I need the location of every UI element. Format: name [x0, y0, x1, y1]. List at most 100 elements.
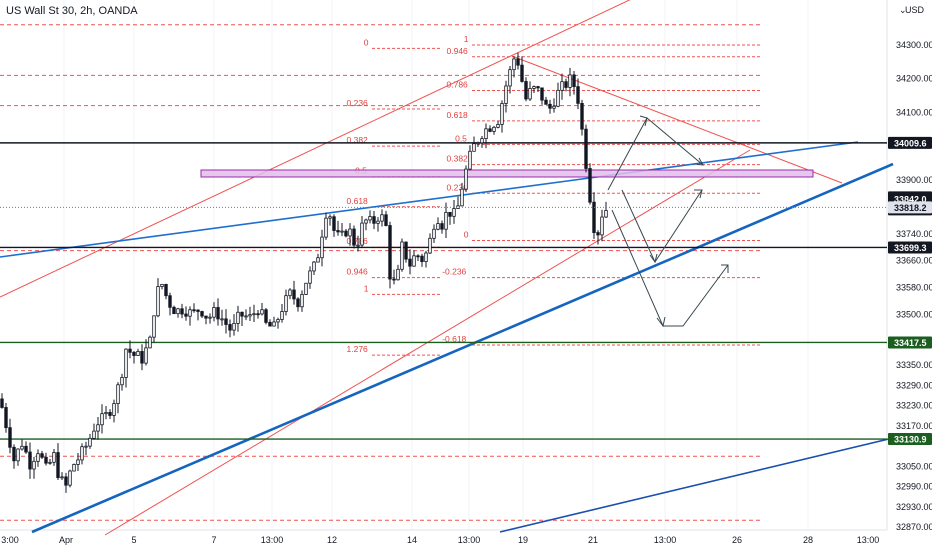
candlestick[interactable]	[204, 315, 208, 325]
trendline-main-blue[interactable]	[31, 162, 894, 534]
candlestick[interactable]	[144, 339, 148, 366]
candlestick[interactable]	[44, 452, 48, 466]
candlestick[interactable]	[60, 472, 64, 481]
candlestick[interactable]	[16, 448, 20, 466]
supply-zone-rectangle[interactable]	[200, 169, 814, 178]
candlestick[interactable]	[312, 261, 316, 276]
candlestick[interactable]	[224, 309, 228, 334]
candlestick[interactable]	[412, 250, 416, 267]
candlestick[interactable]	[552, 98, 556, 113]
candlestick[interactable]	[180, 303, 184, 319]
candlestick[interactable]	[472, 136, 476, 152]
candlestick[interactable]	[436, 217, 440, 231]
candlestick[interactable]	[556, 82, 560, 108]
price-tag[interactable]: 33818.2	[888, 201, 932, 214]
candlestick[interactable]	[56, 443, 60, 481]
candlestick[interactable]	[596, 230, 600, 245]
candlestick[interactable]	[104, 405, 108, 420]
candlestick[interactable]	[236, 305, 240, 332]
candlestick[interactable]	[148, 335, 152, 349]
candlestick[interactable]	[256, 309, 260, 319]
candlestick[interactable]	[440, 220, 444, 234]
candlestick[interactable]	[576, 78, 580, 110]
candlestick[interactable]	[404, 241, 408, 263]
candlestick[interactable]	[344, 228, 348, 238]
price-axis-panel[interactable]	[887, 0, 932, 550]
candlestick[interactable]	[32, 456, 36, 479]
candlestick[interactable]	[536, 85, 540, 92]
channel-resistance-line[interactable]	[511, 55, 843, 184]
arrow-path-down-deep[interactable]	[611, 209, 729, 327]
candlestick[interactable]	[108, 409, 112, 420]
candlestick[interactable]	[4, 402, 8, 433]
candlestick[interactable]	[324, 212, 328, 240]
trendline-lower-blue[interactable]	[499, 437, 894, 533]
blue-trendlines[interactable]	[0, 141, 894, 534]
candlestick[interactable]	[484, 123, 488, 149]
candlestick[interactable]	[84, 441, 88, 456]
candlestick[interactable]	[208, 313, 212, 324]
candlestick[interactable]	[164, 283, 168, 300]
price-tag[interactable]: 34009.6	[888, 136, 932, 149]
candlestick[interactable]	[52, 448, 56, 466]
candlestick[interactable]	[572, 71, 576, 95]
candlestick[interactable]	[300, 290, 304, 312]
candlestick[interactable]	[40, 450, 44, 459]
candlestick[interactable]	[184, 306, 188, 321]
candlestick[interactable]	[492, 125, 496, 135]
candlestick[interactable]	[244, 309, 248, 321]
candlestick[interactable]	[12, 444, 16, 469]
candlestick[interactable]	[268, 319, 272, 327]
candlestick[interactable]	[464, 165, 468, 193]
candlestick[interactable]	[348, 223, 352, 246]
candlestick[interactable]	[580, 99, 584, 136]
candlestick[interactable]	[192, 303, 196, 313]
candlestick[interactable]	[360, 215, 364, 248]
candlestick[interactable]	[96, 417, 100, 440]
candlestick[interactable]	[80, 443, 84, 465]
candlestick[interactable]	[160, 283, 164, 290]
candlestick[interactable]	[8, 418, 12, 454]
candlestick[interactable]	[496, 121, 500, 129]
price-tag[interactable]: 33130.9	[888, 433, 932, 446]
candlestick[interactable]	[200, 310, 204, 318]
currency-label[interactable]: USD	[905, 5, 925, 15]
candlestick[interactable]	[512, 56, 516, 78]
candlestick[interactable]	[432, 224, 436, 243]
candlestick[interactable]	[408, 249, 412, 275]
candlestick[interactable]	[212, 302, 216, 322]
candlestick[interactable]	[392, 269, 396, 285]
candlestick[interactable]	[176, 307, 180, 318]
candlestick[interactable]	[156, 278, 160, 318]
candlestick[interactable]	[304, 282, 308, 296]
candlestick[interactable]	[0, 393, 4, 409]
candlestick[interactable]	[168, 292, 172, 316]
candlesticks[interactable]	[0, 52, 608, 493]
candlestick[interactable]	[336, 220, 340, 236]
horizontal-levels[interactable]	[0, 142, 887, 440]
candlestick[interactable]	[196, 309, 200, 321]
candlestick[interactable]	[500, 100, 504, 133]
candlestick[interactable]	[188, 306, 192, 326]
candlestick[interactable]	[280, 304, 284, 323]
candlestick[interactable]	[416, 254, 420, 262]
candlestick[interactable]	[540, 87, 544, 105]
candlestick[interactable]	[584, 124, 588, 173]
trendline-thin-blue[interactable]	[0, 141, 859, 258]
candlestick[interactable]	[120, 373, 124, 391]
candlestick[interactable]	[372, 210, 376, 230]
candlestick[interactable]	[516, 52, 520, 70]
candlestick[interactable]	[112, 399, 116, 423]
candlestick[interactable]	[284, 289, 288, 316]
candlestick[interactable]	[332, 214, 336, 237]
fib-retracement[interactable]: 0 0.236 0.382 0.5 0.618 0.786 0.946 1 1.276 1 0.94…	[347, 34, 761, 356]
candlestick[interactable]	[468, 145, 472, 171]
candlestick[interactable]	[76, 453, 80, 472]
candlestick[interactable]	[340, 222, 344, 237]
candlestick[interactable]	[276, 317, 280, 329]
candlestick[interactable]	[564, 78, 568, 92]
candlestick[interactable]	[448, 211, 452, 225]
candlestick[interactable]	[600, 209, 604, 242]
candlestick[interactable]	[20, 439, 24, 451]
